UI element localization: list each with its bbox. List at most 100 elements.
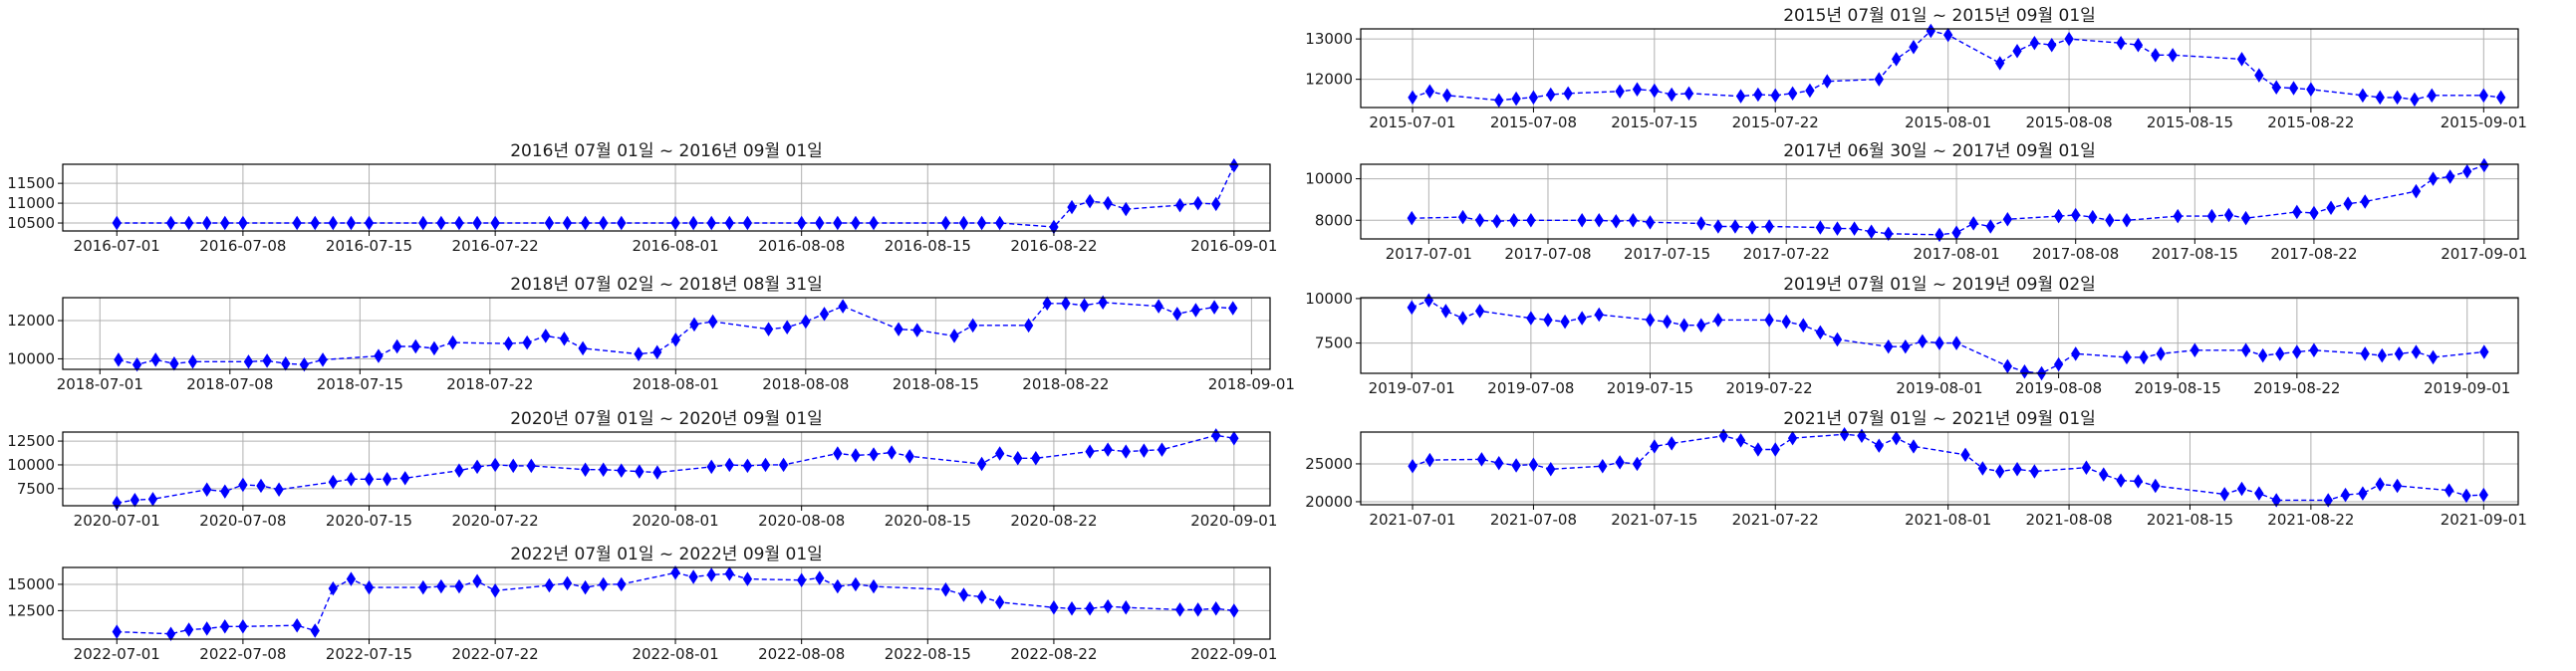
data-point (1615, 455, 1625, 470)
data-point (796, 572, 807, 587)
data-point (2358, 486, 2368, 501)
x-tick-label: 2021-07-15 (1611, 511, 1697, 529)
x-tick-label: 2019-08-15 (2135, 379, 2221, 397)
data-point (2360, 346, 2370, 361)
data-point (1476, 452, 1487, 467)
data-point (1049, 599, 1059, 615)
data-point (801, 314, 811, 330)
data-point (2002, 358, 2013, 374)
data-point (1103, 598, 1113, 614)
data-point (833, 215, 843, 231)
x-tick-label: 2022-08-22 (1010, 645, 1097, 663)
data-point (559, 332, 570, 346)
data-point (1209, 300, 1219, 315)
chart-panel-7: 2021-07-01 2021-07-08 2021-07-15 2021-07-22… (1305, 409, 2527, 529)
data-point (238, 477, 248, 493)
data-point (1857, 428, 1867, 444)
data-point (1211, 428, 1221, 443)
data-point (2240, 342, 2251, 357)
data-point (490, 583, 500, 598)
data-point (1764, 219, 1774, 234)
x-tick-label: 2020-07-15 (326, 512, 412, 530)
data-point (2340, 487, 2351, 503)
data-point (1408, 90, 1417, 106)
data-point (544, 577, 555, 593)
x-tick-label: 2021-08-15 (2147, 511, 2233, 529)
data-point (562, 215, 573, 231)
data-point (1798, 318, 1808, 333)
x-tick-label: 2018-07-01 (57, 375, 143, 393)
x-tick-label: 2016-07-08 (199, 237, 286, 255)
data-point (851, 576, 861, 592)
data-point (1753, 87, 1763, 103)
data-point (670, 333, 680, 347)
data-point (364, 472, 375, 487)
data-point (724, 215, 734, 231)
data-point (129, 493, 140, 508)
data-point (1526, 311, 1536, 326)
data-point (2479, 344, 2489, 359)
data-point (1594, 213, 1604, 228)
data-point (2478, 88, 2488, 104)
data-point (1407, 210, 1417, 226)
x-tick-label: 2019-09-01 (2424, 379, 2510, 397)
data-point (1632, 82, 1643, 98)
data-point (274, 482, 284, 498)
data-point (328, 580, 339, 596)
x-tick-label: 2017-07-15 (1624, 245, 1710, 263)
data-point (1832, 332, 1843, 347)
data-point (2151, 48, 2161, 63)
data-point (1696, 216, 1706, 231)
data-point (689, 317, 699, 333)
data-point (819, 307, 830, 322)
data-point (202, 621, 212, 636)
data-point (346, 571, 357, 586)
data-point (2133, 474, 2144, 489)
data-point (815, 570, 825, 585)
data-point (1157, 442, 1167, 457)
data-point (2105, 213, 2115, 228)
x-tick-label: 2021-08-22 (2267, 511, 2354, 529)
x-tick-label: 2021-08-01 (1905, 511, 1991, 529)
x-tick-label: 2015-08-15 (2147, 113, 2233, 131)
data-point (1696, 318, 1706, 333)
data-point (364, 215, 375, 231)
data-point (2133, 37, 2144, 53)
x-tick-label: 2019-08-01 (1896, 379, 1982, 397)
chart-panel-8: 2022-07-01 2022-07-08 2022-07-15 2022-07-22… (7, 545, 1277, 663)
data-point (1079, 298, 1090, 313)
data-point (202, 215, 212, 231)
data-point (706, 215, 716, 231)
data-point (2392, 90, 2403, 106)
data-point (580, 579, 591, 595)
x-tick-label: 2017-09-01 (2441, 245, 2527, 263)
data-point (949, 329, 959, 343)
data-point (1424, 452, 1435, 468)
x-tick-label: 2016-08-01 (632, 237, 718, 255)
chart-title: 2021년 07월 01일 ~ 2021년 09월 01일 (1783, 409, 2096, 429)
data-point (2445, 169, 2455, 184)
x-tick-label: 2016-09-01 (1190, 237, 1277, 255)
data-point (1884, 226, 1894, 242)
chart-panel-5: 2019-07-01 2019-07-08 2019-07-15 2019-07-22… (1305, 275, 2519, 397)
data-point (2375, 90, 2385, 106)
data-point (2271, 493, 2281, 508)
data-point (2240, 210, 2251, 226)
data-point (187, 354, 198, 369)
x-tick-label: 2021-09-01 (2441, 511, 2527, 529)
data-point (1832, 221, 1843, 236)
data-point (1474, 304, 1485, 319)
data-point (2410, 92, 2420, 108)
data-point (1632, 456, 1643, 472)
series-line (1412, 299, 2484, 374)
x-tick-label: 2015-08-22 (2267, 113, 2354, 131)
data-point (2375, 477, 2385, 492)
data-point (1874, 72, 1884, 87)
data-point (562, 575, 573, 591)
chart-panel-2: 2016-07-01 2016-07-08 2016-07-15 2016-07-22… (7, 141, 1277, 255)
data-point (400, 471, 410, 486)
data-point (1611, 214, 1621, 229)
data-point (1577, 311, 1587, 326)
data-point (328, 474, 339, 490)
data-point (318, 352, 328, 367)
